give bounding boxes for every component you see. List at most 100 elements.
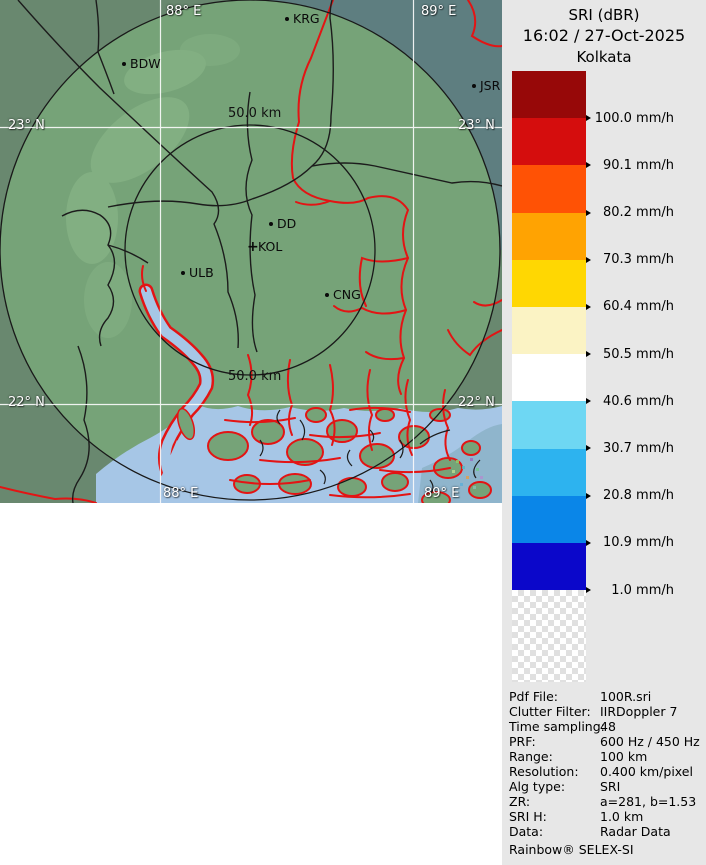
metadata-row: SRI H: 1.0 km [509,809,704,824]
legend-label-row: 40.6 mm/h [586,393,674,409]
delta-detail-lines [259,409,481,495]
legend-value-label: 50.5 mm/h [602,346,674,362]
legend-value-label: 1.0 mm/h [611,582,674,598]
radar-map: KRG BDW JSR DD + KOL ULB CNG 88° E 89° E 23° N 23° … [0,0,502,503]
legend-arrow-icon [586,351,591,358]
station-name: Kolkata [576,48,632,66]
metadata-value: 0.400 km/pixel [600,764,693,779]
metadata-value: SRI [600,779,621,794]
legend-arrow-icon [586,398,591,405]
metadata-row: Clutter Filter: IIRDoppler 7 [509,704,704,719]
legend-arrow-icon [586,303,591,310]
metadata-label: Clutter Filter: [509,704,591,719]
metadata-label: Alg type: [509,779,566,794]
legend-value-label: 10.9 mm/h [602,535,674,551]
legend-arrow-icon [586,209,591,216]
metadata-list: Pdf File: 100R.sri Clutter Filter: IIRDoppl… [509,689,704,839]
legend-value-label: 60.4 mm/h [602,299,674,315]
legend-band [512,495,586,543]
legend-band [512,118,586,166]
range-ring-100km [0,0,501,501]
legend-value-label: 100.0 mm/h [594,110,674,126]
latlon-grid [0,0,502,503]
radar-site-cross-icon: + [247,239,259,255]
metadata-row: Time sampling:48 [509,719,704,734]
metadata-row: Resolution: 0.400 km/pixel [509,764,704,779]
legend-label-row: 10.9 mm/h [586,535,674,551]
legend-panel: SRI (dBR) 16:02 / 27-Oct-2025 Kolkata 10… [502,0,706,865]
legend-arrow-icon [586,587,591,593]
legend-value-label: 70.3 mm/h [602,252,674,268]
metadata-value: a=281, b=1.53 [600,794,697,809]
city-marker-bdw [122,62,126,66]
transparency-checker [512,590,586,682]
metadata-label: PRF: [509,734,536,749]
metadata-value: 600 Hz / 450 Hz [600,734,700,749]
legend-band [512,71,586,119]
product-title: SRI (dBR) [568,6,640,24]
radar-echo-speckles [452,458,483,489]
legend-value-label: 90.1 mm/h [602,157,674,173]
metadata-value: 1.0 km [600,809,644,824]
legend-band [512,401,586,449]
legend-arrow-icon [586,539,591,546]
metadata-value: 48 [600,719,616,734]
city-marker-cng [325,293,329,297]
legend-label-row: 80.2 mm/h [586,205,674,221]
metadata-row: Pdf File: 100R.sri [509,689,704,704]
legend-arrow-icon [586,445,591,452]
legend-band [512,542,586,591]
legend-arrow-icon [586,256,591,263]
legend-arrow-icon [586,492,591,499]
metadata-value: 100R.sri [600,689,652,704]
panel-title-block: SRI (dBR) 16:02 / 27-Oct-2025 Kolkata [502,5,706,67]
city-marker-krg [285,17,289,21]
legend-band [512,212,586,260]
scan-datetime: 16:02 / 27-Oct-2025 [522,26,686,45]
legend-band [512,448,586,496]
legend-label-row: 100.0 mm/h [586,110,674,126]
city-marker-ulb [181,271,185,275]
river-island [176,407,196,441]
legend-value-label: 30.7 mm/h [602,440,674,456]
metadata-label: Resolution: [509,764,579,779]
metadata-row: Alg type: SRI [509,779,704,794]
metadata-label: ZR: [509,794,531,809]
metadata-value: Radar Data [600,824,671,839]
legend-label-row: 20.8 mm/h [586,488,674,504]
river-border-lines [0,0,502,503]
legend-label-row: 50.5 mm/h [586,346,674,362]
legend-label-row: 90.1 mm/h [586,157,674,173]
estuary-mouth [150,440,212,503]
metadata-label: SRI H: [509,809,547,824]
color-scale [512,71,586,591]
legend-value-label: 80.2 mm/h [602,205,674,221]
metadata-row: PRF: 600 Hz / 450 Hz [509,734,704,749]
legend-value-label: 20.8 mm/h [602,488,674,504]
legend-arrow-icon [586,162,591,169]
metadata-row: Data: Radar Data [509,824,704,839]
metadata-value: IIRDoppler 7 [600,704,678,719]
software-footer: Rainbow® SELEX-SI [509,842,634,857]
metadata-value: 100 km [600,749,648,764]
legend-label-row: 30.7 mm/h [586,440,674,456]
legend-band [512,165,586,213]
range-ring-50km [124,124,376,376]
terrain-northeast-shade [250,0,502,250]
legend-band [512,306,586,355]
legend-band [512,354,586,402]
metadata-label: Time sampling: [509,719,605,734]
legend-label-row: 1.0 mm/h [586,582,674,598]
terrain-highlights [66,34,240,338]
city-marker-dd [269,222,273,226]
delta-islands [207,407,492,503]
legend-label-row: 70.3 mm/h [586,252,674,268]
metadata-row: ZR: a=281, b=1.53 [509,794,704,809]
legend-band [512,259,586,307]
metadata-label: Pdf File: [509,689,558,704]
city-marker-jsr [472,84,476,88]
legend-value-label: 40.6 mm/h [602,393,674,409]
legend-arrow-icon [586,115,591,122]
radar-map-image [0,0,502,503]
